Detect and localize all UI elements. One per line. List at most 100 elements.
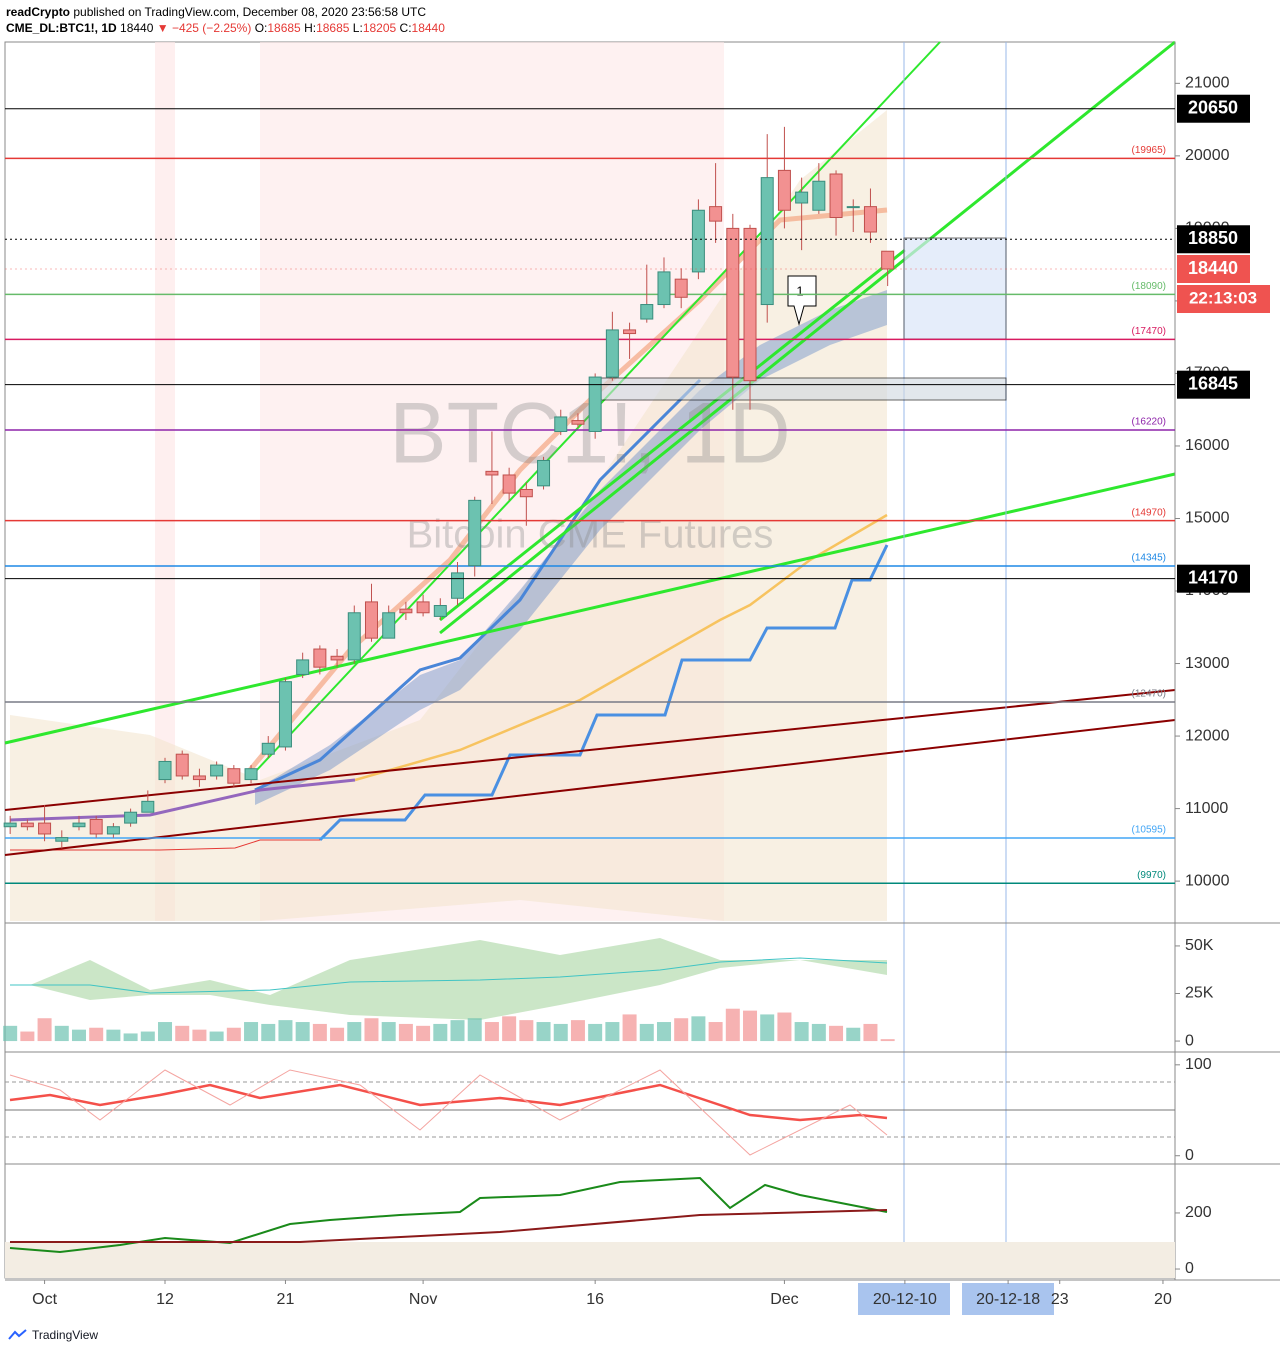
volume-bar — [3, 1025, 18, 1042]
annotation: 1 — [796, 283, 803, 298]
volume-bar — [760, 1014, 775, 1042]
ma-line — [9, 778, 356, 822]
volume-bar — [295, 1022, 310, 1042]
volume-bar — [244, 1022, 259, 1042]
y-tick-label: 13000 — [1185, 655, 1230, 672]
x-tick-label: 12 — [156, 1291, 174, 1308]
level-label: (14345) — [1132, 553, 1166, 564]
candle-body — [640, 304, 654, 320]
candle-body — [20, 822, 34, 828]
volume-bar — [450, 1020, 465, 1042]
x-tick-label: Dec — [770, 1291, 798, 1308]
candle-body — [158, 760, 172, 781]
x-tick-label: 21 — [277, 1291, 295, 1308]
volume-bar — [656, 1022, 671, 1042]
candle-body — [743, 227, 757, 382]
candle-body — [863, 206, 877, 233]
candle-body — [519, 488, 533, 498]
y-tick-label: 0 — [1185, 1032, 1194, 1049]
y-tick-label: 12000 — [1185, 727, 1230, 744]
ma-line — [254, 378, 702, 792]
x-tick-label: Oct — [32, 1291, 57, 1308]
ohlc-label: L: — [352, 21, 363, 35]
volume-bar — [725, 1008, 740, 1042]
candle-body — [416, 601, 430, 614]
trend-line — [4, 689, 1176, 811]
published: published on TradingView.com, December 0… — [73, 5, 427, 19]
volume-bar — [829, 1025, 844, 1042]
x-tick-label: Nov — [409, 1291, 437, 1308]
volume-bar — [674, 1018, 689, 1042]
candle-body — [846, 206, 860, 209]
price-label: 20650 — [1188, 97, 1238, 117]
level-label: (9970) — [1137, 870, 1166, 881]
level-label: (18090) — [1132, 281, 1166, 292]
candle-body — [709, 206, 723, 222]
candle-body — [141, 800, 155, 813]
y-tick-label: 16000 — [1185, 437, 1230, 454]
chart: BTC1!, 1D Bitcoin CME Futures 1 10000110… — [3, 40, 1280, 1315]
volume-bar — [811, 1023, 826, 1042]
watermark: Bitcoin CME Futures — [407, 513, 774, 557]
price-box — [1177, 225, 1250, 254]
candle-body — [657, 271, 671, 306]
candle-body — [571, 420, 585, 425]
author: readCrypto — [6, 5, 71, 19]
volume-bar — [416, 1025, 431, 1042]
level-label: (10595) — [1132, 825, 1166, 836]
volume-bar — [553, 1023, 568, 1042]
x-tick-label: 16 — [586, 1291, 604, 1308]
volume-bar — [639, 1023, 654, 1042]
volume-bar — [312, 1023, 327, 1042]
ohlc-label: H: — [304, 21, 317, 35]
volume-bar — [364, 1018, 379, 1042]
candle-body — [726, 227, 740, 378]
trend-line — [4, 719, 1176, 856]
volume-bar — [433, 1023, 448, 1042]
volume-bar — [484, 1022, 499, 1042]
volume-bar — [536, 1022, 551, 1042]
candle-body — [451, 572, 465, 599]
level-label: (16220) — [1132, 417, 1166, 428]
candle-body — [72, 822, 86, 828]
volume-bar — [192, 1029, 207, 1042]
ohlc-value: 18440 — [411, 21, 445, 35]
oscillator-line — [9, 1069, 888, 1156]
candle-body — [691, 209, 705, 273]
trend-line — [439, 248, 906, 622]
volume-bar — [519, 1020, 534, 1042]
symbol: CME_DL:BTC1!, 1D — [6, 21, 117, 35]
volume-bar — [588, 1023, 603, 1042]
candle-body — [244, 768, 258, 781]
volume-bar — [880, 1039, 895, 1042]
volume-bar — [37, 1018, 52, 1042]
candle-body — [175, 753, 189, 777]
candle-body — [38, 822, 52, 835]
volume-bar — [140, 1031, 155, 1042]
candle-body — [364, 601, 378, 639]
ohlc-label: O: — [254, 21, 268, 35]
y-tick-label: 11000 — [1185, 800, 1228, 817]
candle-body — [313, 648, 327, 668]
candle-body — [433, 605, 447, 617]
volume-bar — [502, 1016, 517, 1042]
ohlc-label: C: — [399, 21, 412, 35]
candle-body — [760, 177, 774, 306]
volume-bar — [54, 1025, 69, 1042]
candle-body — [89, 818, 103, 835]
last: 18440 — [120, 21, 154, 35]
y-tick-label: 15000 — [1185, 510, 1230, 527]
header: readCrypto published on TradingView.com,… — [6, 4, 445, 36]
volume-bar — [743, 1010, 758, 1042]
volume-bar — [622, 1014, 637, 1042]
candle-body — [485, 470, 499, 476]
candle-body — [210, 764, 224, 777]
candle-body — [3, 822, 17, 828]
candle-body — [468, 499, 482, 567]
indicator-band — [5, 1242, 1175, 1278]
trend-line — [4, 472, 1176, 745]
volume-bar — [330, 1027, 345, 1042]
y-tick-label: 0 — [1185, 1147, 1194, 1164]
date-highlight — [858, 1283, 950, 1315]
indicator-line — [9, 1176, 888, 1254]
